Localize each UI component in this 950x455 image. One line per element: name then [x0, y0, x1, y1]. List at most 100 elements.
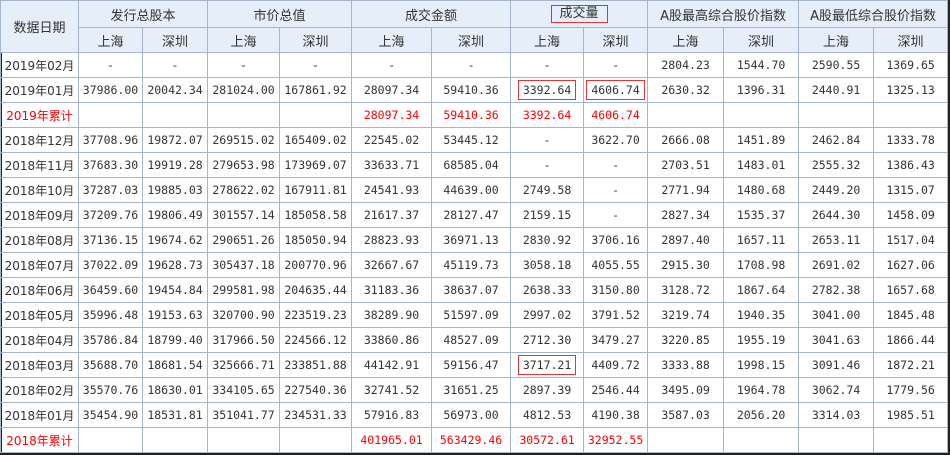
value-cell: 51597.09 — [431, 302, 512, 328]
date-cell: 2018年11月 — [0, 152, 79, 178]
value-cell — [723, 102, 800, 128]
column-subheader[interactable]: 深圳 — [873, 27, 949, 53]
highlighted-value: 3717.21 — [517, 355, 577, 375]
date-cell: 2018年02月 — [0, 377, 79, 403]
value-cell: 2712.30 — [510, 327, 585, 353]
column-subheader[interactable]: 深圳 — [723, 27, 800, 53]
value-cell: 2449.20 — [798, 177, 875, 203]
value-cell: 19919.28 — [141, 152, 209, 178]
value-cell: 4055.55 — [583, 252, 649, 278]
value-cell: 3314.03 — [798, 402, 875, 428]
value-cell: 320700.90 — [207, 302, 281, 328]
value-cell: 233851.88 — [279, 352, 353, 378]
column-group-header[interactable]: A股最低综合股价指数 — [798, 0, 949, 28]
value-cell: 38637.07 — [431, 277, 512, 303]
value-cell: - — [431, 52, 512, 78]
table-row: 2018年06月 36459.60 19454.84 299581.98 204635.… — [0, 277, 949, 303]
date-cell: 2018年01月 — [0, 402, 79, 428]
value-cell: - — [78, 52, 143, 78]
value-cell: 2915.30 — [647, 252, 725, 278]
value-cell: 1955.19 — [723, 327, 800, 353]
column-group-header[interactable]: 成交量 — [510, 0, 649, 28]
value-cell: 3220.85 — [647, 327, 725, 353]
value-cell — [141, 102, 209, 128]
table-row: 2018年02月 35570.76 18630.01 334105.65 227540.… — [0, 377, 949, 403]
column-subheader[interactable]: 上海 — [798, 27, 875, 53]
value-cell: 167911.81 — [279, 177, 353, 203]
value-cell: 32667.67 — [351, 252, 433, 278]
value-cell: 2804.23 — [647, 52, 725, 78]
value-cell — [873, 102, 949, 128]
column-group-label: A股最高综合股价指数 — [660, 8, 787, 24]
value-cell: 2546.44 — [583, 377, 649, 403]
column-subheader[interactable]: 上海 — [510, 27, 585, 53]
value-cell: 278622.02 — [207, 177, 281, 203]
value-cell: 32741.52 — [351, 377, 433, 403]
value-cell: 1396.31 — [723, 77, 800, 103]
column-header-date[interactable]: 数据日期 — [0, 0, 79, 53]
value-cell — [207, 102, 281, 128]
value-cell: 18681.54 — [141, 352, 209, 378]
value-cell: 35570.76 — [78, 377, 143, 403]
highlighted-value: 4606.74 — [586, 80, 645, 100]
column-subheader[interactable]: 上海 — [207, 27, 281, 53]
value-cell: 3791.52 — [583, 302, 649, 328]
value-cell: 4606.74 — [583, 77, 649, 103]
value-cell: 22545.02 — [351, 127, 433, 153]
column-group-label: 成交金额 — [405, 8, 458, 24]
value-cell: 38289.90 — [351, 302, 433, 328]
value-cell: 44142.91 — [351, 352, 433, 378]
column-subheader[interactable]: 深圳 — [279, 27, 353, 53]
column-subheader[interactable]: 上海 — [647, 27, 725, 53]
value-cell: - — [510, 152, 585, 178]
value-cell: 18531.81 — [141, 402, 209, 428]
value-cell: 37136.15 — [78, 227, 143, 253]
value-cell: 3479.27 — [583, 327, 649, 353]
value-cell: 20042.34 — [141, 77, 209, 103]
column-subheader[interactable]: 深圳 — [141, 27, 209, 53]
value-cell: 37986.00 — [78, 77, 143, 103]
value-cell: - — [583, 152, 649, 178]
value-cell: 2630.32 — [647, 77, 725, 103]
value-cell: 1333.78 — [873, 127, 949, 153]
value-cell: 401965.01 — [351, 427, 433, 453]
value-cell: 1998.15 — [723, 352, 800, 378]
column-group-header[interactable]: 市价总值 — [207, 0, 353, 28]
column-subheader[interactable]: 上海 — [351, 27, 433, 53]
value-cell — [798, 102, 875, 128]
value-cell — [873, 427, 949, 453]
value-cell: 36971.13 — [431, 227, 512, 253]
value-cell: - — [583, 177, 649, 203]
column-group-header[interactable]: 发行总股本 — [77, 0, 209, 28]
value-cell: 1535.37 — [723, 202, 800, 228]
value-cell: 31183.36 — [351, 277, 433, 303]
value-cell: 3495.09 — [647, 377, 725, 403]
value-cell: 2997.02 — [510, 302, 585, 328]
date-cell: 2018年03月 — [0, 352, 79, 378]
table-row: 2018年03月 35688.70 18681.54 325666.71 233851.… — [0, 352, 949, 378]
value-cell: 4606.74 — [583, 102, 649, 128]
value-cell: 28097.34 — [351, 102, 433, 128]
value-cell — [279, 427, 353, 453]
value-cell: 37683.30 — [78, 152, 143, 178]
column-subheader[interactable]: 深圳 — [431, 27, 512, 53]
table-row: 2018年04月 35786.84 18799.40 317966.50 224566.… — [0, 327, 949, 353]
value-cell: 53445.12 — [431, 127, 512, 153]
date-cell: 2018年12月 — [0, 127, 79, 153]
column-group-header[interactable]: 成交金额 — [351, 0, 512, 28]
value-cell: 37209.76 — [78, 202, 143, 228]
column-group-header[interactable]: A股最高综合股价指数 — [647, 0, 800, 28]
column-subheader[interactable]: 上海 — [78, 27, 143, 53]
value-cell: 351041.77 — [207, 402, 281, 428]
value-cell: 3333.88 — [647, 352, 725, 378]
column-group-label: 发行总股本 — [110, 8, 176, 24]
value-cell: - — [510, 127, 585, 153]
value-cell — [78, 427, 143, 453]
value-cell: 301557.14 — [207, 202, 281, 228]
date-cell: 2018年05月 — [0, 302, 79, 328]
value-cell: 269515.02 — [207, 127, 281, 153]
value-cell: - — [207, 52, 281, 78]
value-cell — [647, 427, 725, 453]
column-subheader[interactable]: 深圳 — [583, 27, 649, 53]
value-cell: 19806.49 — [141, 202, 209, 228]
